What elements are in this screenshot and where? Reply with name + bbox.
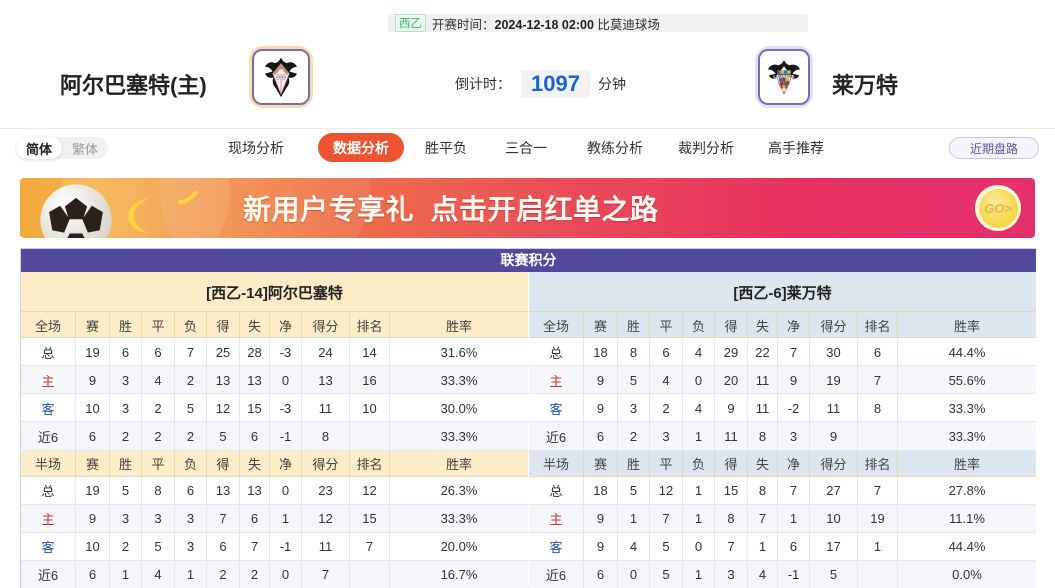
- svg-text:LEVANTE: LEVANTE: [773, 74, 794, 79]
